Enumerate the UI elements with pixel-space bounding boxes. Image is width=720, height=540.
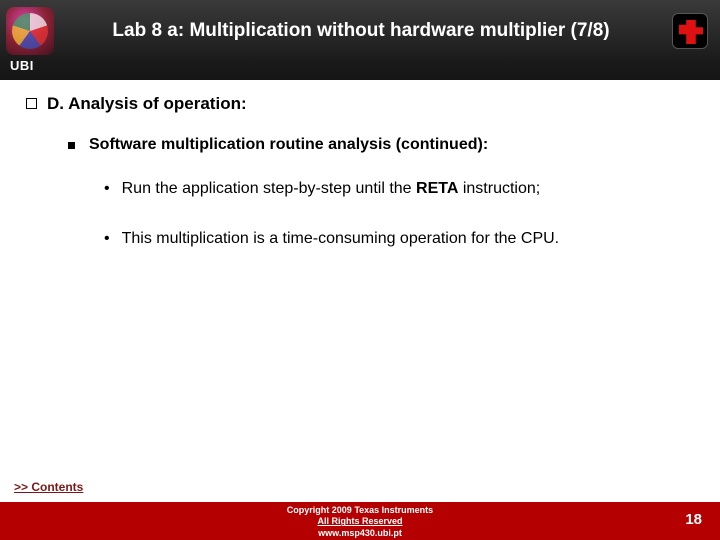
contents-link[interactable]: >> Contents: [14, 480, 83, 494]
content-area: D. Analysis of operation: Software multi…: [0, 80, 720, 502]
bullet-text-pre: Run the application step-by-step until t…: [122, 180, 416, 197]
page-number: 18: [685, 511, 702, 530]
university-crest-icon: [6, 7, 54, 55]
sub-heading: Software multiplication routine analysis…: [68, 136, 694, 154]
section-heading-text: D. Analysis of operation:: [47, 94, 247, 114]
list-item: • This multiplication is a time-consumin…: [104, 228, 694, 250]
dot-bullet-icon: •: [104, 228, 110, 250]
url-line: www.msp430.ubi.pt: [0, 528, 720, 539]
section-heading: D. Analysis of operation:: [26, 94, 694, 114]
square-bullet-icon: [26, 98, 37, 109]
ubi-label: UBI: [10, 58, 34, 73]
bullet-text: This multiplication is a time-consuming …: [122, 228, 560, 250]
bullet-text-post: instruction;: [458, 180, 540, 197]
small-square-bullet-icon: [68, 142, 75, 149]
header: Lab 8 a: Multiplication without hardware…: [0, 0, 720, 62]
dot-bullet-icon: •: [104, 178, 110, 200]
ti-logo-icon: [668, 9, 712, 53]
sub-heading-text: Software multiplication routine analysis…: [89, 136, 488, 154]
list-item: • Run the application step-by-step until…: [104, 178, 694, 200]
bullet-text-pre: This multiplication is a time-consuming …: [122, 230, 560, 247]
bullet-text-bold: RETA: [416, 180, 458, 197]
slide-root: Lab 8 a: Multiplication without hardware…: [0, 0, 720, 540]
footer: Copyright 2009 Texas Instruments All Rig…: [0, 502, 720, 540]
bullet-text: Run the application step-by-step until t…: [122, 178, 541, 200]
copyright-line: Copyright 2009 Texas Instruments: [0, 505, 720, 516]
rights-line: All Rights Reserved: [0, 516, 720, 527]
slide-title: Lab 8 a: Multiplication without hardware…: [54, 19, 668, 43]
